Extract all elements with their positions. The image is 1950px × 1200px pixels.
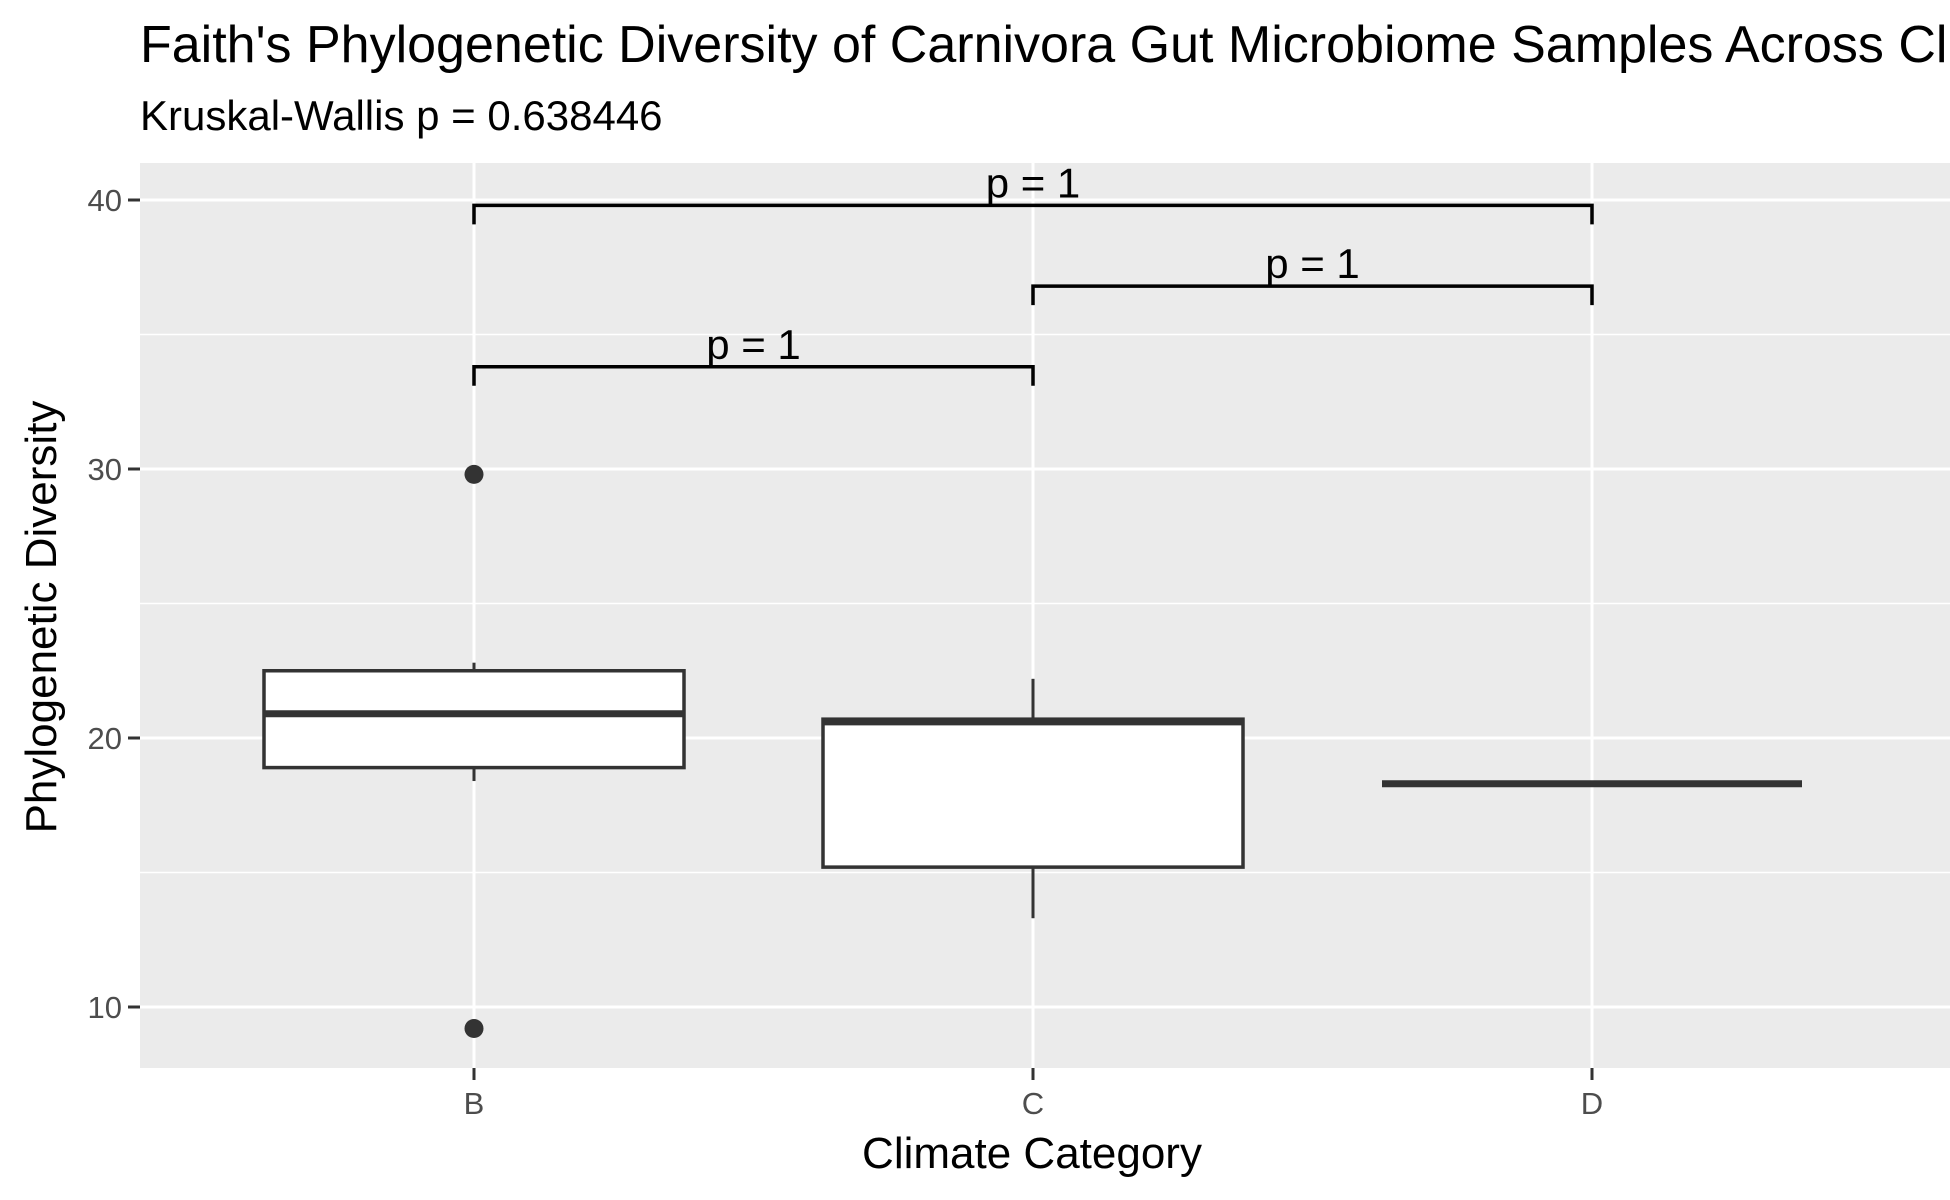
bracket-line xyxy=(1031,284,1594,306)
bracket-p-label: p = 1 xyxy=(1265,240,1360,287)
chart-subtitle: Kruskal-Wallis p = 0.638446 xyxy=(140,92,663,139)
panel-background xyxy=(140,163,1950,1068)
bracket-B-C: p = 1 xyxy=(472,321,1035,386)
y-tick-label: 30 xyxy=(88,452,122,487)
x-tick-label: B xyxy=(464,1086,485,1121)
interquartile-box xyxy=(821,717,1245,869)
bracket-line xyxy=(472,365,1035,386)
y-tick-label: 20 xyxy=(88,721,122,756)
bracket-C-D: p = 1 xyxy=(1031,240,1594,306)
x-axis-title: Climate Category xyxy=(862,1129,1202,1178)
comparison-brackets: p = 1 p = 1 p = 1 xyxy=(472,159,1594,386)
box-B xyxy=(262,464,686,1039)
x-tick-label: D xyxy=(1581,1086,1603,1121)
x-tick-label: C xyxy=(1022,1086,1044,1121)
bracket-line xyxy=(472,203,1594,225)
axes-layer: 10 20 30 40 B C D xyxy=(88,183,1604,1121)
y-tick-label: 40 xyxy=(88,183,122,218)
y-axis-title: Phylogenetic Diversity xyxy=(17,401,66,834)
bracket-p-label: p = 1 xyxy=(986,159,1081,206)
interquartile-box xyxy=(262,669,686,770)
chart-title: Faith's Phylogenetic Diversity of Carniv… xyxy=(140,16,1950,74)
bracket-B-D: p = 1 xyxy=(472,159,1594,225)
boxes-layer xyxy=(262,464,1802,1039)
outlier-point xyxy=(464,1019,484,1039)
plot-panel xyxy=(140,163,1950,1068)
box-C xyxy=(821,678,1245,919)
bracket-p-label: p = 1 xyxy=(706,321,801,368)
outlier-point xyxy=(464,464,484,484)
y-tick-label: 10 xyxy=(88,990,122,1025)
